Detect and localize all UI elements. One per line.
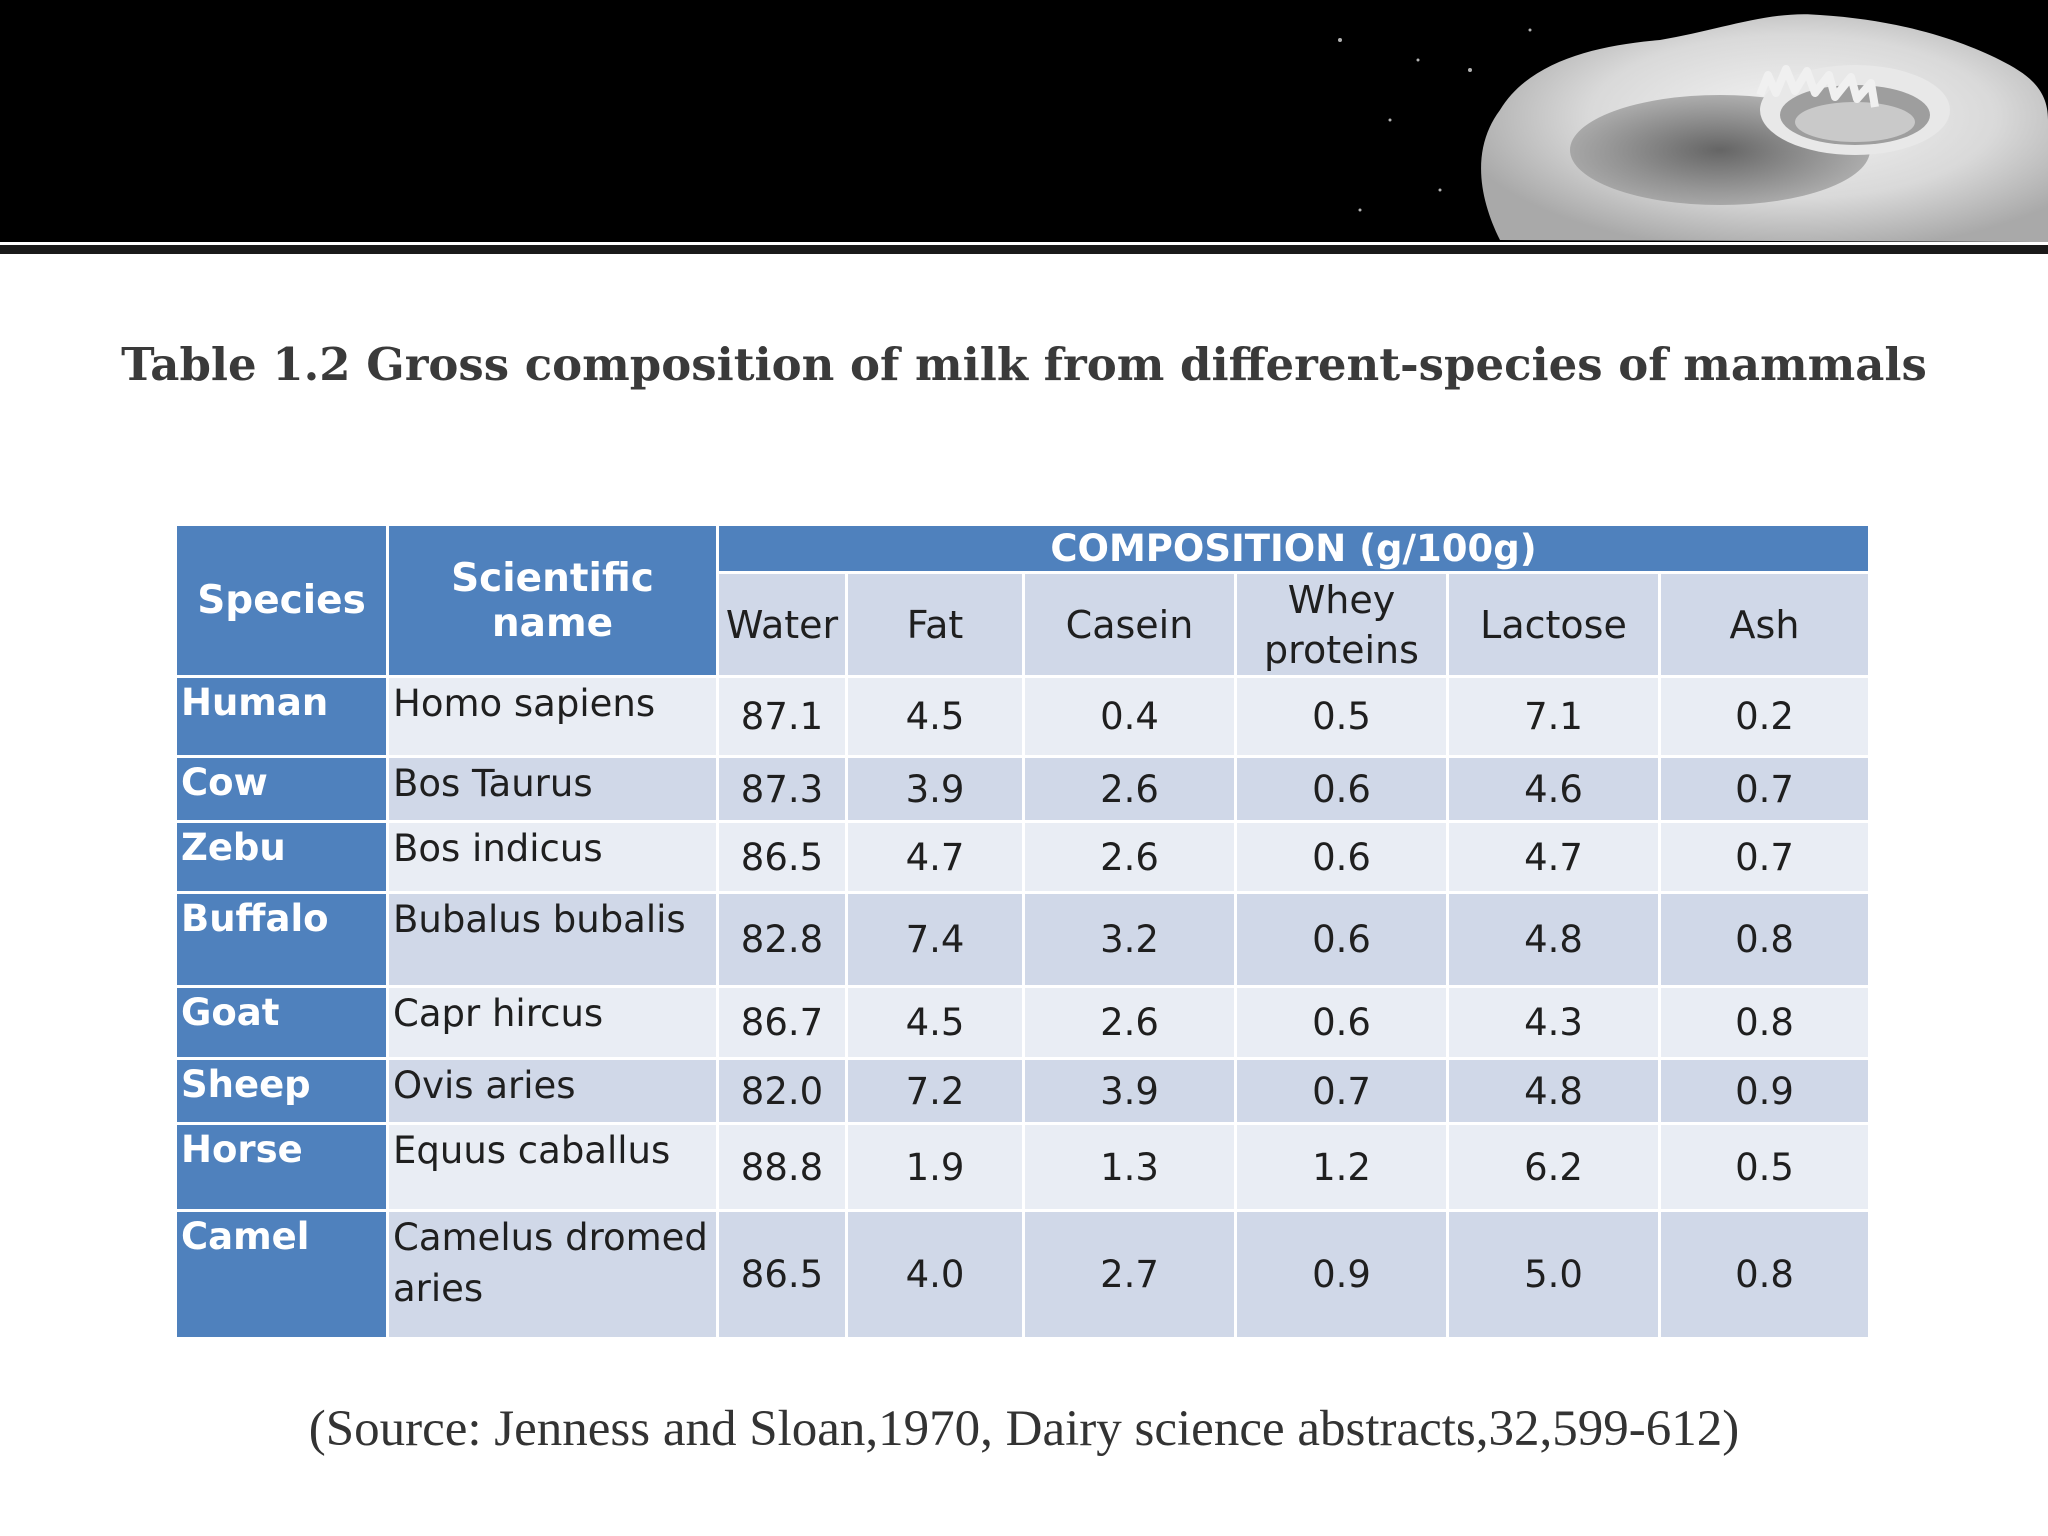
cell-fat: 3.9	[848, 758, 1025, 823]
cell-ash: 0.7	[1661, 823, 1871, 894]
cell-fat: 1.9	[848, 1125, 1025, 1212]
cell-ash: 0.8	[1661, 1212, 1871, 1340]
cell-scientific: Ovis aries	[389, 1060, 719, 1125]
cell-lactose: 4.6	[1449, 758, 1661, 823]
table-row: Cow Bos Taurus 87.3 3.9 2.6 0.6 4.6 0.7	[177, 758, 1871, 823]
header-row-sub: Water Fat Casein Whey proteins Lactose A…	[177, 574, 1871, 678]
milk-composition-table: Species Scientific name COMPOSITION (g/1…	[177, 526, 1871, 1340]
cell-ash: 0.7	[1661, 758, 1871, 823]
header-scientific-name: Scientific name	[389, 526, 719, 678]
banner-rule	[0, 245, 2048, 254]
cell-whey: 1.2	[1237, 1125, 1449, 1212]
cell-species: Camel	[177, 1212, 389, 1340]
cell-fat: 4.0	[848, 1212, 1025, 1340]
cell-whey: 0.6	[1237, 758, 1449, 823]
header-row-top: Species Scientific name COMPOSITION (g/1…	[177, 526, 1871, 678]
cell-fat: 4.5	[848, 988, 1025, 1060]
cell-ash: 0.2	[1661, 678, 1871, 758]
cell-water: 86.5	[719, 823, 848, 894]
cell-scientific: Bos Taurus	[389, 758, 719, 823]
cell-fat: 7.2	[848, 1060, 1025, 1125]
page-title: Table 1.2 Gross composition of milk from…	[121, 338, 1927, 391]
cell-water: 87.3	[719, 758, 848, 823]
cell-water: 86.5	[719, 1212, 848, 1340]
cell-whey: 0.6	[1237, 894, 1449, 988]
cell-lactose: 6.2	[1449, 1125, 1661, 1212]
cell-lactose: 4.3	[1449, 988, 1661, 1060]
header-water: Water	[719, 574, 848, 678]
cell-ash: 0.9	[1661, 1060, 1871, 1125]
cell-scientific: Bos indicus	[389, 823, 719, 894]
header-banner	[0, 0, 2048, 242]
cell-scientific: Capr hircus	[389, 988, 719, 1060]
cell-casein: 2.6	[1025, 758, 1237, 823]
cell-whey: 0.6	[1237, 988, 1449, 1060]
cell-casein: 2.6	[1025, 988, 1237, 1060]
cell-species: Buffalo	[177, 894, 389, 988]
cell-lactose: 4.8	[1449, 1060, 1661, 1125]
cell-water: 88.8	[719, 1125, 848, 1212]
cell-scientific: Homo sapiens	[389, 678, 719, 758]
cell-casein: 2.6	[1025, 823, 1237, 894]
header-casein: Casein	[1025, 574, 1237, 678]
cell-species: Zebu	[177, 823, 389, 894]
cell-fat: 4.5	[848, 678, 1025, 758]
cell-casein: 1.3	[1025, 1125, 1237, 1212]
cell-lactose: 4.8	[1449, 894, 1661, 988]
cell-ash: 0.5	[1661, 1125, 1871, 1212]
table-row: Zebu Bos indicus 86.5 4.7 2.6 0.6 4.7 0.…	[177, 823, 1871, 894]
cell-water: 87.1	[719, 678, 848, 758]
cell-casein: 2.7	[1025, 1212, 1237, 1340]
banner-gap	[0, 242, 2048, 245]
cell-ash: 0.8	[1661, 988, 1871, 1060]
header-ash: Ash	[1661, 574, 1871, 678]
cell-fat: 4.7	[848, 823, 1025, 894]
table-row: Goat Capr hircus 86.7 4.5 2.6 0.6 4.3 0.…	[177, 988, 1871, 1060]
cell-scientific: Camelus dromed aries	[389, 1212, 719, 1340]
cell-species: Sheep	[177, 1060, 389, 1125]
milk-splash-image	[1338, 14, 2048, 242]
header-composition: COMPOSITION (g/100g)	[719, 526, 1871, 575]
cell-whey: 0.6	[1237, 823, 1449, 894]
cell-casein: 3.2	[1025, 894, 1237, 988]
table-row: Buffalo Bubalus bubalis 82.8 7.4 3.2 0.6…	[177, 894, 1871, 988]
cell-lactose: 5.0	[1449, 1212, 1661, 1340]
cell-ash: 0.8	[1661, 894, 1871, 988]
cell-water: 82.0	[719, 1060, 848, 1125]
table-row: Human Homo sapiens 87.1 4.5 0.4 0.5 7.1 …	[177, 678, 1871, 758]
cell-fat: 7.4	[848, 894, 1025, 988]
cell-species: Human	[177, 678, 389, 758]
header-species: Species	[177, 526, 389, 678]
cell-whey: 0.9	[1237, 1212, 1449, 1340]
cell-casein: 0.4	[1025, 678, 1237, 758]
cell-whey: 0.7	[1237, 1060, 1449, 1125]
table-row: Horse Equus caballus 88.8 1.9 1.3 1.2 6.…	[177, 1125, 1871, 1212]
source-citation: (Source: Jenness and Sloan,1970, Dairy s…	[308, 1401, 1740, 1457]
cell-water: 86.7	[719, 988, 848, 1060]
cell-scientific: Bubalus bubalis	[389, 894, 719, 988]
cell-water: 82.8	[719, 894, 848, 988]
table-row: Camel Camelus dromed aries 86.5 4.0 2.7 …	[177, 1212, 1871, 1340]
cell-whey: 0.5	[1237, 678, 1449, 758]
cell-species: Goat	[177, 988, 389, 1060]
header-lactose: Lactose	[1449, 574, 1661, 678]
cell-lactose: 4.7	[1449, 823, 1661, 894]
table-row: Sheep Ovis aries 82.0 7.2 3.9 0.7 4.8 0.…	[177, 1060, 1871, 1125]
cell-species: Cow	[177, 758, 389, 823]
cell-scientific: Equus caballus	[389, 1125, 719, 1212]
header-whey-proteins: Whey proteins	[1237, 574, 1449, 678]
cell-species: Horse	[177, 1125, 389, 1212]
cell-casein: 3.9	[1025, 1060, 1237, 1125]
cell-lactose: 7.1	[1449, 678, 1661, 758]
header-fat: Fat	[848, 574, 1025, 678]
